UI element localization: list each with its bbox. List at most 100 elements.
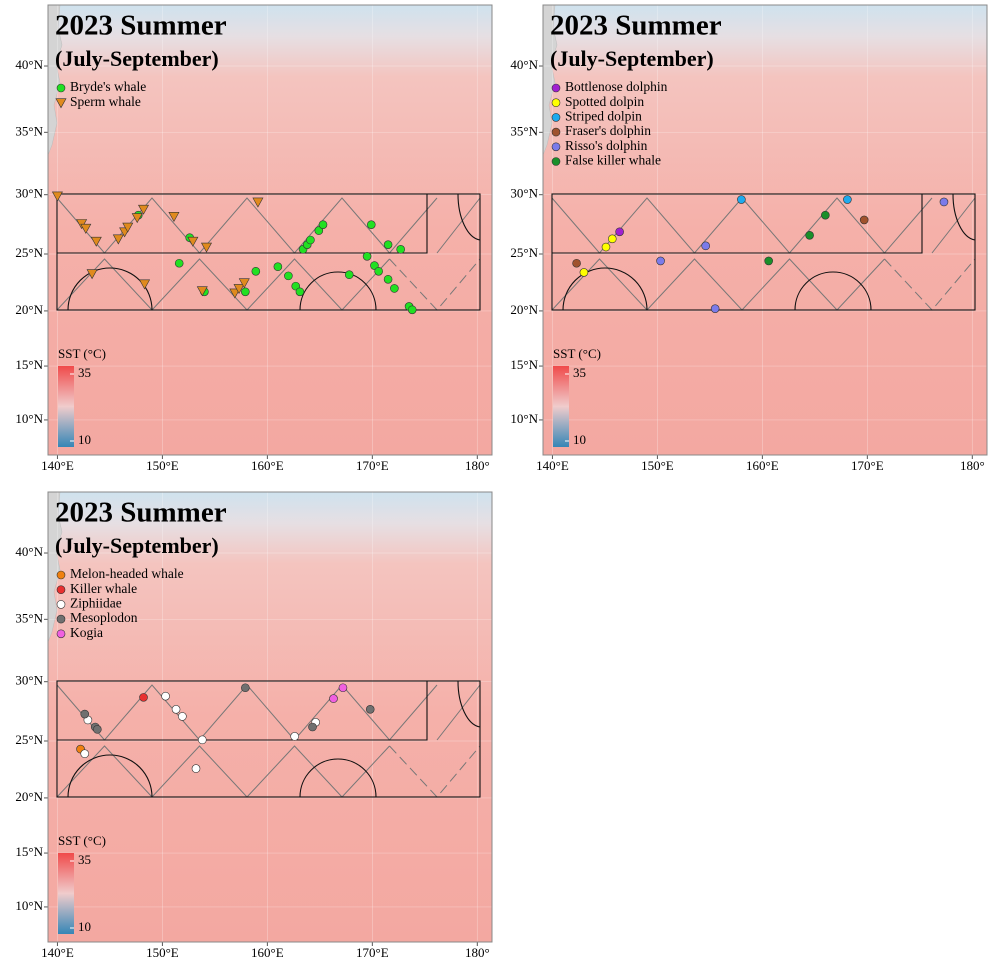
y-tick-label: 40°N [15,544,43,559]
sighting-marker [57,571,65,579]
x-tick-label: 150°E [641,458,674,473]
colorbar-title: SST (°C) [553,346,601,361]
y-tick-label: 20°N [510,302,538,317]
sighting-marker [81,710,89,718]
legend-label: False killer whale [565,153,661,168]
sighting-marker [57,586,65,594]
legend-label: Fraser's dolphin [565,123,651,138]
y-tick-label: 15°N [15,357,43,372]
legend-label: Bottlenose dolphin [565,79,668,94]
y-tick-label: 10°N [15,898,43,913]
colorbar [553,366,569,447]
panel-title: 2023 Summer [55,497,227,529]
sighting-marker [172,705,180,713]
sighting-marker [552,99,560,107]
y-tick-label: 25°N [510,245,538,260]
colorbar [58,366,74,447]
sighting-marker [319,221,327,229]
y-tick-label: 30°N [510,186,538,201]
y-tick-label: 20°N [15,789,43,804]
sighting-marker [178,712,186,720]
sighting-marker [339,684,347,692]
sighting-marker [366,705,374,713]
sighting-marker [552,143,560,151]
sighting-marker [252,267,260,275]
panel-title: 2023 Summer [550,10,722,42]
x-tick-label: 160°E [746,458,779,473]
map-panel: 140°E150°E160°E170°E180°10°N15°N20°N25°N… [15,5,492,473]
panel-subtitle: (July-September) [550,46,714,71]
sighting-marker [57,600,65,608]
sea-surface [48,492,492,942]
colorbar [58,853,74,934]
colorbar-tick-label: 35 [573,365,586,380]
sighting-marker [274,263,282,271]
sighting-marker [306,236,314,244]
legend-label: Risso's dolphin [565,138,648,153]
x-tick-label: 180° [960,458,985,473]
sighting-marker [81,750,89,758]
sighting-marker [198,736,206,744]
x-tick-label: 140°E [41,458,74,473]
sighting-marker [57,615,65,623]
x-tick-label: 180° [465,945,490,960]
sighting-marker [309,723,317,731]
x-tick-label: 160°E [251,945,284,960]
sighting-marker [291,732,299,740]
colorbar-tick-label: 10 [573,432,586,447]
panel-subtitle: (July-September) [55,533,219,558]
sighting-marker [363,252,371,260]
x-tick-label: 160°E [251,458,284,473]
colorbar-tick-label: 10 [78,919,91,934]
sighting-marker [397,245,405,253]
x-tick-label: 150°E [146,458,179,473]
sighting-marker [580,268,588,276]
sighting-marker [375,267,383,275]
sea-surface [48,5,492,455]
sighting-marker [860,216,868,224]
legend-label: Ziphiidae [70,595,122,610]
sighting-marker [616,228,624,236]
x-tick-label: 170°E [356,458,389,473]
sighting-marker [367,221,375,229]
colorbar-title: SST (°C) [58,346,106,361]
sighting-marker [241,288,249,296]
sighting-marker [737,196,745,204]
sighting-marker [940,198,948,206]
sighting-marker [552,128,560,136]
legend-label: Striped dolpin [565,108,642,123]
sighting-marker [843,196,851,204]
sighting-marker [765,257,773,265]
x-tick-label: 170°E [356,945,389,960]
sighting-marker [140,693,148,701]
colorbar-tick-label: 10 [78,432,91,447]
sea-surface [543,5,987,455]
colorbar-tick-label: 35 [78,852,91,867]
sighting-marker [284,272,292,280]
panel-subtitle: (July-September) [55,46,219,71]
figure: 140°E 150°E 160°E 170°E 180° 10°N 15°N 20°N 25°N… [0,0,991,965]
panel-title: 2023 Summer [55,10,227,42]
sighting-marker [93,725,101,733]
sighting-marker [602,243,610,251]
sighting-marker [552,158,560,166]
x-tick-label: 140°E [41,945,74,960]
sighting-marker [175,259,183,267]
sighting-marker [162,692,170,700]
legend-label: Kogia [70,625,103,640]
y-tick-label: 20°N [15,302,43,317]
sighting-marker [390,284,398,292]
y-tick-label: 35°N [510,123,538,138]
x-tick-label: 150°E [146,945,179,960]
legend-label: Spotted dolpin [565,94,644,109]
y-tick-label: 35°N [15,610,43,625]
sighting-marker [192,765,200,773]
sighting-marker [608,235,616,243]
sighting-marker [241,684,249,692]
x-tick-label: 170°E [851,458,884,473]
sighting-marker [57,84,65,92]
sighting-marker [657,257,665,265]
legend-label: Sperm whale [70,94,141,109]
y-tick-label: 15°N [510,357,538,372]
sighting-marker [408,306,416,314]
